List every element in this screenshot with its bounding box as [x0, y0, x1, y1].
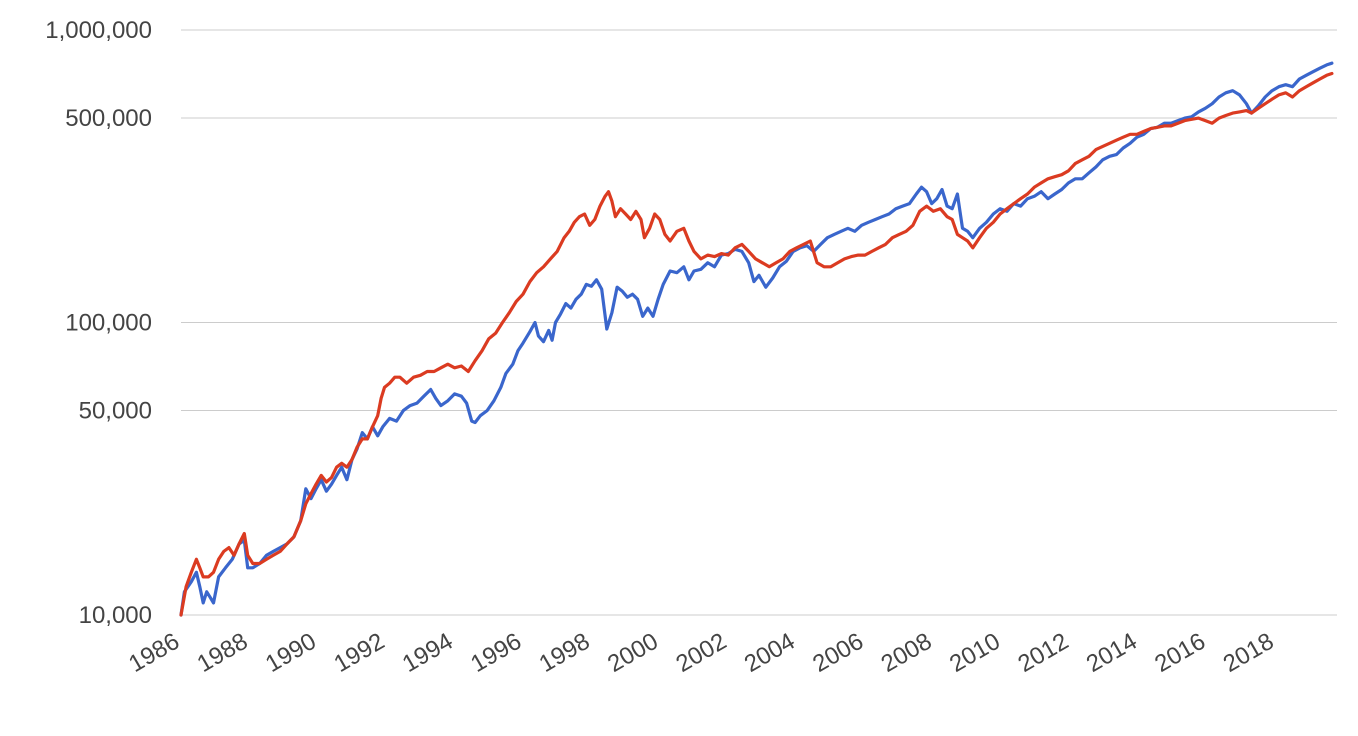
x-tick-label: 2016 [1150, 628, 1210, 678]
x-tick-label: 2002 [671, 628, 731, 678]
series-layer [179, 61, 1334, 617]
x-axis: 1986 1988 1990 1992 1994 1996 1998 2000 2002 2004… [124, 628, 1278, 678]
x-tick-label: 2000 [603, 628, 663, 678]
x-tick-label: 1992 [329, 628, 389, 678]
y-tick-label: 1,000,000 [45, 17, 152, 44]
series-line-1 [179, 61, 1334, 617]
series-line-2 [179, 71, 1334, 617]
x-tick-label: 1996 [466, 628, 526, 678]
x-tick-label: 2018 [1219, 628, 1279, 678]
y-tick-label: 50,000 [79, 398, 152, 425]
y-tick-label: 500,000 [65, 105, 152, 132]
y-tick-label: 10,000 [79, 602, 152, 629]
x-tick-label: 1990 [261, 628, 321, 678]
y-axis: 10,000 50,000 100,000 500,000 1,000,000 [45, 17, 152, 629]
x-tick-label: 1986 [124, 628, 184, 678]
y-tick-label: 100,000 [65, 310, 152, 337]
x-tick-label: 1994 [398, 628, 458, 678]
grid-lines [181, 29, 1337, 616]
x-tick-label: 2010 [945, 628, 1005, 678]
x-tick-label: 2004 [740, 628, 800, 678]
x-tick-label: 2012 [1013, 628, 1073, 678]
x-tick-label: 2006 [808, 628, 868, 678]
x-tick-label: 2014 [1082, 628, 1142, 678]
x-tick-label: 1988 [193, 628, 253, 678]
x-tick-label: 1998 [535, 628, 595, 678]
x-tick-label: 2008 [877, 628, 937, 678]
